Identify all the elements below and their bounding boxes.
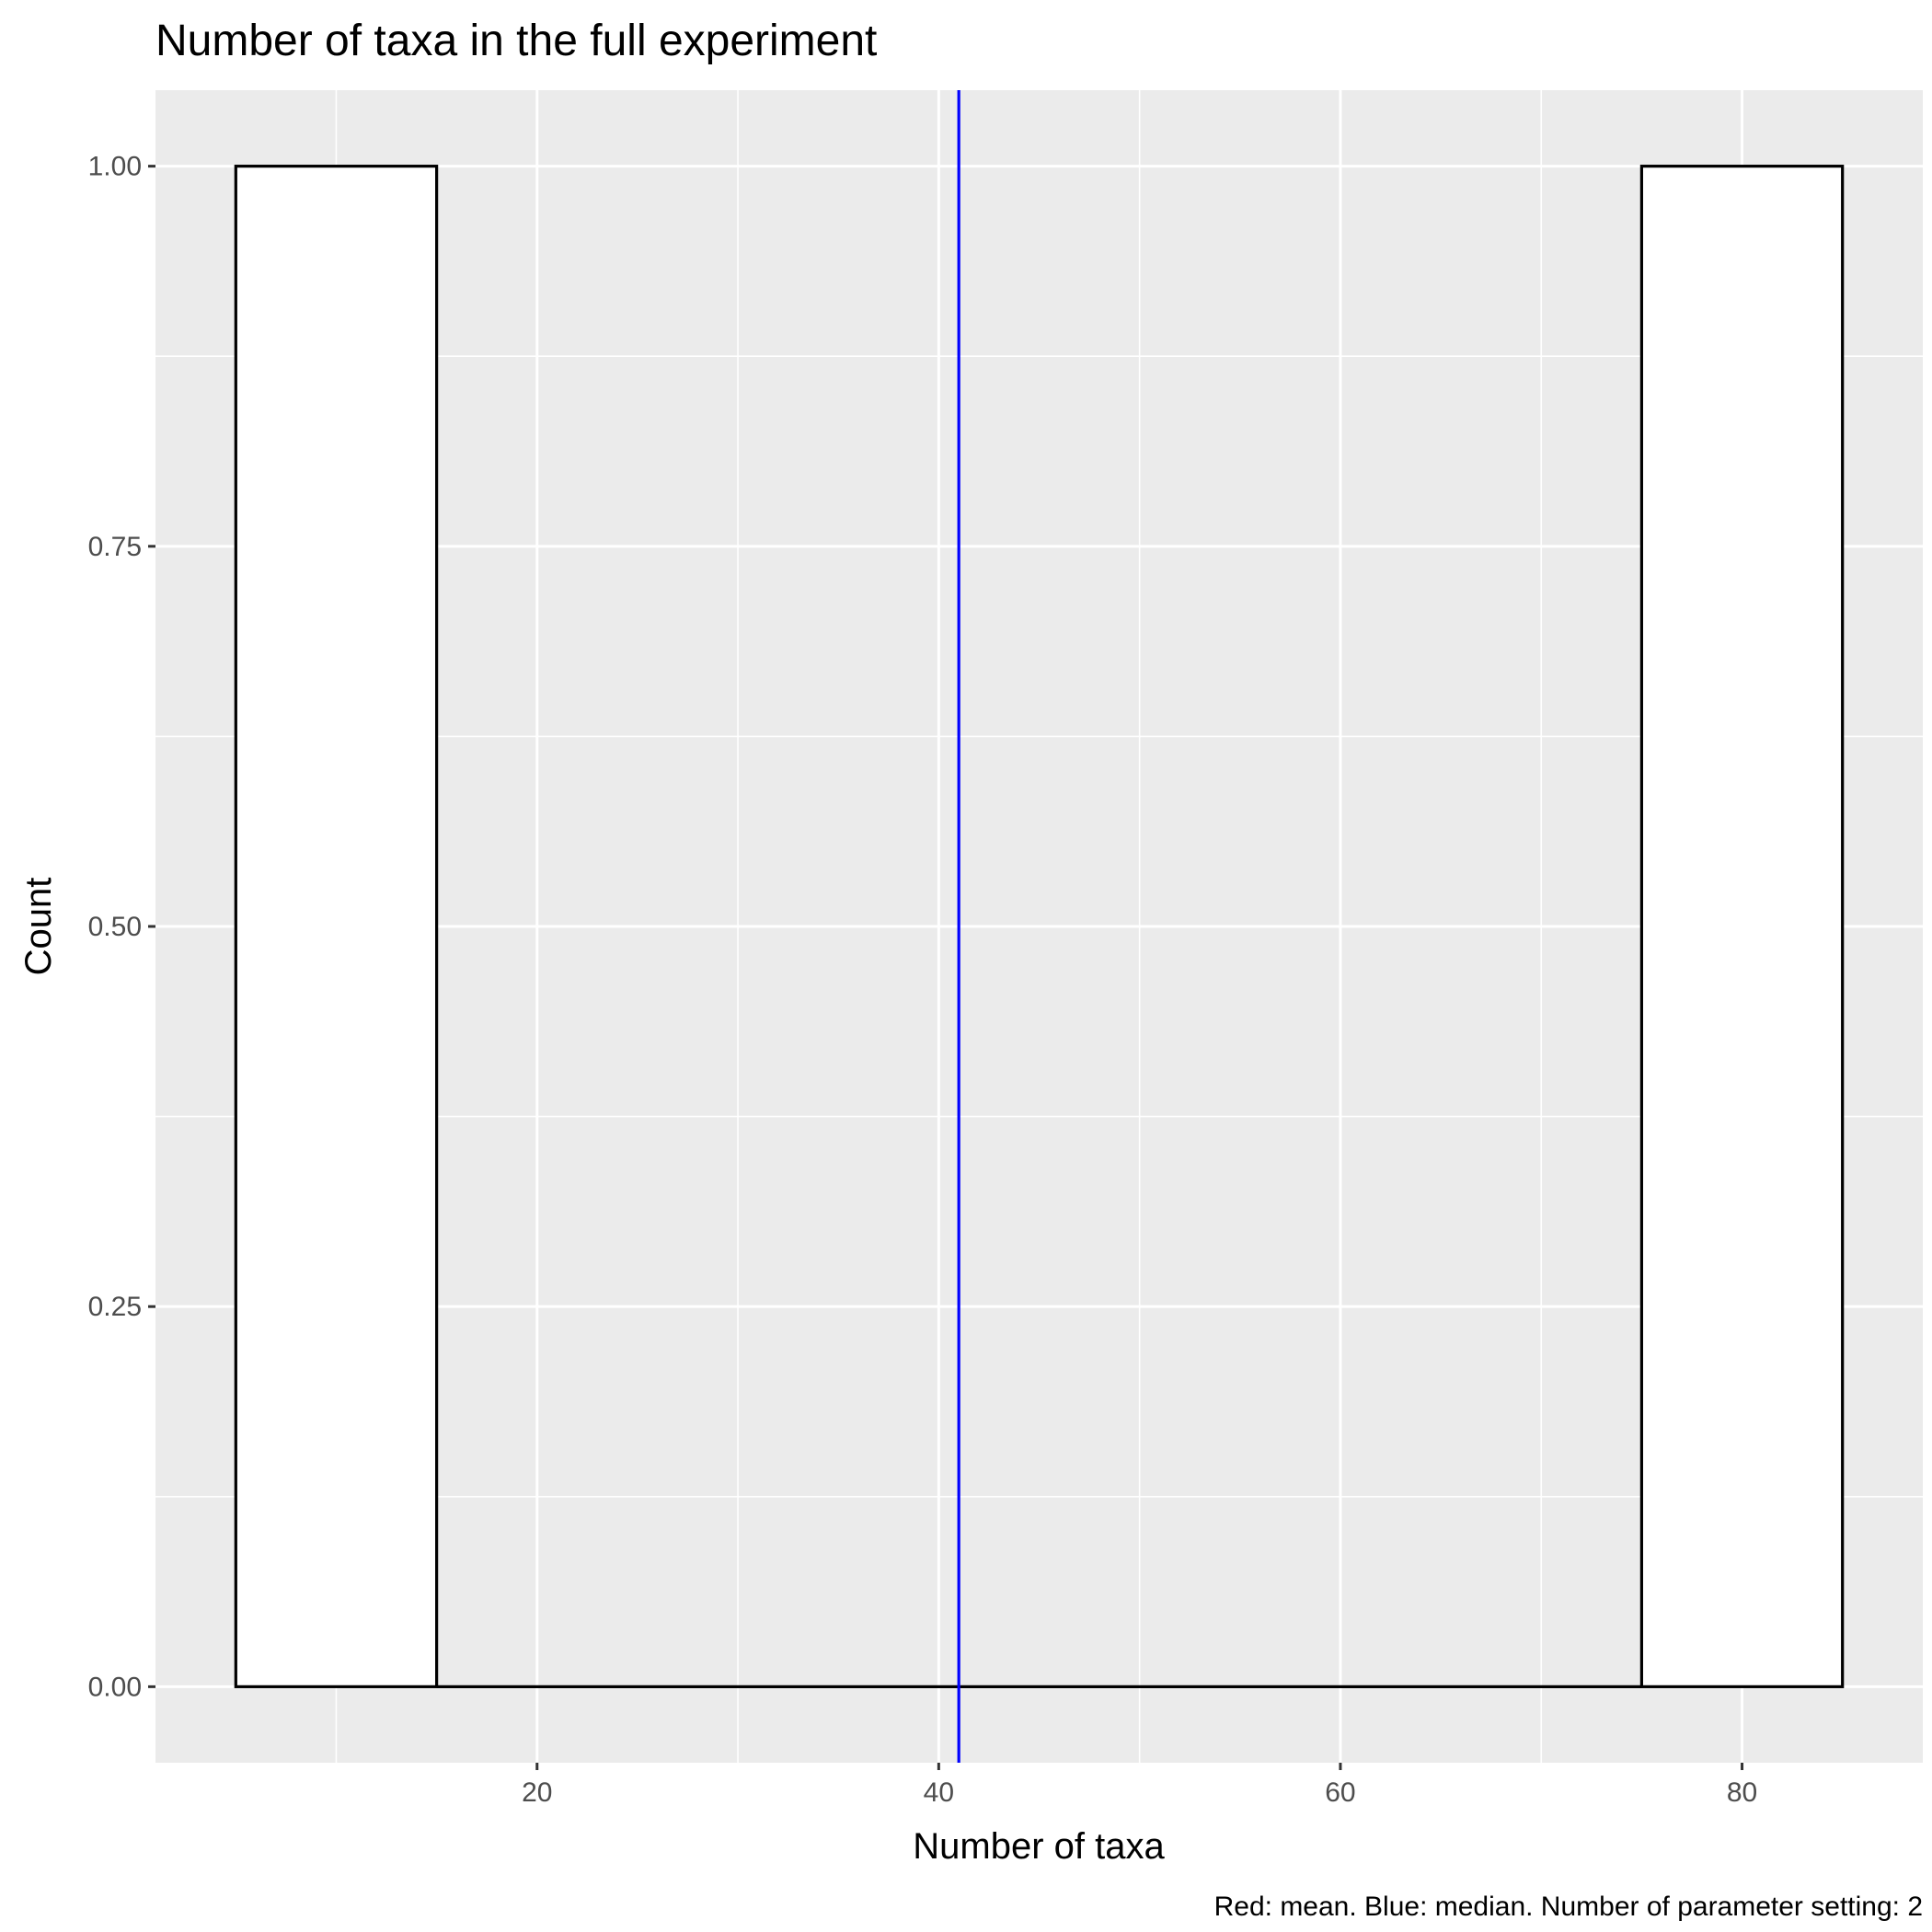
y-axis-title: Count (18, 878, 59, 976)
y-axis: 0.00 0.25 0.50 0.75 1.00 (88, 152, 155, 1702)
x-axis-title: Number of taxa (913, 1826, 1165, 1867)
histogram-bars (234, 165, 1845, 1688)
x-tick-label: 20 (522, 1777, 552, 1808)
y-tick-label: 1.00 (88, 152, 142, 182)
histogram-bar (234, 165, 439, 1688)
chart-title: Number of taxa in the full experiment (155, 17, 877, 65)
histogram-bar (1639, 165, 1845, 1688)
y-tick-label: 0.00 (88, 1672, 142, 1702)
grid-major (155, 90, 1923, 1763)
x-tick-label: 40 (924, 1777, 954, 1808)
y-tick-label: 0.25 (88, 1292, 142, 1322)
y-tick-label: 0.75 (88, 532, 142, 562)
y-tick-label: 0.50 (88, 912, 142, 942)
chart-caption: Red: mean. Blue: median. Number of param… (1214, 1892, 1923, 1922)
x-tick-label: 60 (1325, 1777, 1355, 1808)
x-tick-label: 80 (1727, 1777, 1757, 1808)
x-axis: 20 40 60 80 (522, 1763, 1757, 1808)
